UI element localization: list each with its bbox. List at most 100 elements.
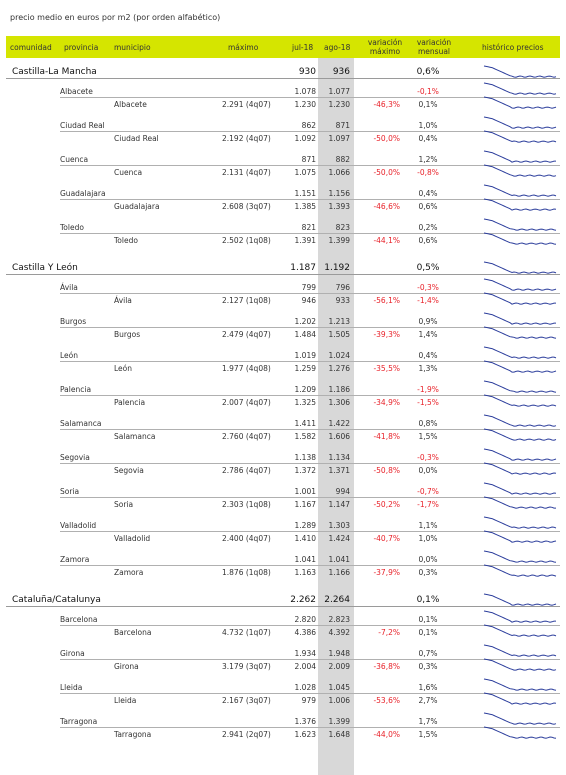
municipio-maximo: 2.167 (3q07) xyxy=(222,696,271,705)
municipio-maximo: 2.502 (1q08) xyxy=(222,236,271,245)
province-ago: 994 xyxy=(335,487,350,496)
province-divider xyxy=(60,327,560,328)
province-jul: 1.376 xyxy=(294,717,316,726)
province-jul: 1.078 xyxy=(294,87,316,96)
municipio-var-maximo: -50,8% xyxy=(373,466,400,475)
province-divider xyxy=(60,727,560,728)
community-ago: 936 xyxy=(332,67,350,77)
municipio-maximo: 2.786 (4q07) xyxy=(222,466,271,475)
province-sparkline xyxy=(483,278,557,291)
community-ago: 2.264 xyxy=(324,595,350,605)
community-sparkline xyxy=(483,261,557,274)
province-jul: 1.001 xyxy=(294,487,316,496)
province-ago: 823 xyxy=(335,223,350,232)
province-sparkline xyxy=(483,184,557,197)
municipio-var-maximo: -39,3% xyxy=(373,330,400,339)
municipio-jul: 4.386 xyxy=(294,628,316,637)
municipio-sparkline xyxy=(483,428,557,441)
municipio-var-mensual: 1,3% xyxy=(418,364,438,373)
province-ago: 1.156 xyxy=(328,189,350,198)
table-header: comunidad provincia municipio máximo jul… xyxy=(6,36,560,58)
municipio-name: Burgos xyxy=(114,330,141,339)
province-divider xyxy=(60,659,560,660)
province-sparkline xyxy=(483,516,557,529)
province-name: Zamora xyxy=(60,555,90,564)
province-ago: 1.041 xyxy=(328,555,350,564)
province-jul: 2.820 xyxy=(294,615,316,624)
municipio-maximo: 2.400 (4q07) xyxy=(222,534,271,543)
province-ago: 2.823 xyxy=(328,615,350,624)
province-divider xyxy=(60,131,560,132)
municipio-maximo: 2.760 (4q07) xyxy=(222,432,271,441)
province-name: Tarragona xyxy=(60,717,98,726)
municipio-maximo: 1.977 (4q08) xyxy=(222,364,271,373)
municipio-name: Salamanca xyxy=(114,432,156,441)
municipio-var-mensual: -1,5% xyxy=(417,398,439,407)
province-jul: 1.151 xyxy=(294,189,316,198)
municipio-var-mensual: 1,5% xyxy=(418,730,438,739)
municipio-ago: 1.066 xyxy=(328,168,350,177)
municipio-sparkline xyxy=(483,658,557,671)
province-sparkline xyxy=(483,550,557,563)
municipio-var-mensual: -0,8% xyxy=(417,168,439,177)
province-var-mensual: 1,1% xyxy=(418,521,438,530)
municipio-sparkline xyxy=(483,564,557,577)
municipio-maximo: 2.131 (4q07) xyxy=(222,168,271,177)
municipio-ago: 1.393 xyxy=(328,202,350,211)
municipio-var-mensual: 1,5% xyxy=(418,432,438,441)
municipio-var-mensual: 0,3% xyxy=(418,568,438,577)
province-name: Ciudad Real xyxy=(60,121,105,130)
municipio-jul: 1.410 xyxy=(294,534,316,543)
header-maximo: máximo xyxy=(228,43,259,52)
header-provincia: provincia xyxy=(64,43,99,52)
province-sparkline xyxy=(483,218,557,231)
province-sparkline xyxy=(483,346,557,359)
municipio-var-maximo: -7,2% xyxy=(378,628,400,637)
municipio-var-mensual: 1,0% xyxy=(418,534,438,543)
municipio-name: Segovia xyxy=(114,466,144,475)
municipio-ago: 1.371 xyxy=(328,466,350,475)
community-sparkline xyxy=(483,593,557,606)
municipio-var-maximo: -37,9% xyxy=(373,568,400,577)
community-name: Castilla-La Mancha xyxy=(12,67,97,77)
municipio-sparkline xyxy=(483,692,557,705)
province-ago: 1.077 xyxy=(328,87,350,96)
municipio-var-mensual: 0,6% xyxy=(418,236,438,245)
municipio-ago: 1.306 xyxy=(328,398,350,407)
province-divider xyxy=(60,395,560,396)
municipio-ago: 1.276 xyxy=(328,364,350,373)
municipio-var-mensual: 0,1% xyxy=(418,100,438,109)
municipio-jul: 1.259 xyxy=(294,364,316,373)
municipio-jul: 1.582 xyxy=(294,432,316,441)
province-var-mensual: 0,4% xyxy=(418,189,438,198)
province-name: Segovia xyxy=(60,453,90,462)
municipio-var-mensual: 0,4% xyxy=(418,134,438,143)
community-var-mensual: 0,6% xyxy=(416,67,440,77)
province-ago: 1.186 xyxy=(328,385,350,394)
province-sparkline xyxy=(483,448,557,461)
municipio-name: Tarragona xyxy=(114,730,152,739)
header-var-max: variación máximo xyxy=(367,38,403,56)
municipio-name: Albacete xyxy=(114,100,147,109)
municipio-maximo: 2.192 (4q07) xyxy=(222,134,271,143)
municipio-jul: 2.004 xyxy=(294,662,316,671)
province-name: Burgos xyxy=(60,317,87,326)
province-ago: 882 xyxy=(335,155,350,164)
province-var-mensual: 0,4% xyxy=(418,351,438,360)
municipio-ago: 4.392 xyxy=(328,628,350,637)
province-var-mensual: 0,0% xyxy=(418,555,438,564)
province-sparkline xyxy=(483,312,556,325)
province-var-mensual: -0,3% xyxy=(417,453,439,462)
community-row xyxy=(6,593,560,607)
community-sparkline xyxy=(483,65,557,78)
province-sparkline xyxy=(483,610,556,623)
municipio-var-mensual: 1,4% xyxy=(418,330,438,339)
province-name: León xyxy=(60,351,79,360)
municipio-sparkline xyxy=(483,326,557,339)
municipio-ago: 1.648 xyxy=(328,730,350,739)
province-var-mensual: 1,0% xyxy=(418,121,438,130)
municipio-var-mensual: 0,1% xyxy=(418,628,438,637)
province-divider xyxy=(60,625,560,626)
municipio-var-maximo: -50,0% xyxy=(373,134,400,143)
municipio-maximo: 4.732 (1q07) xyxy=(222,628,271,637)
